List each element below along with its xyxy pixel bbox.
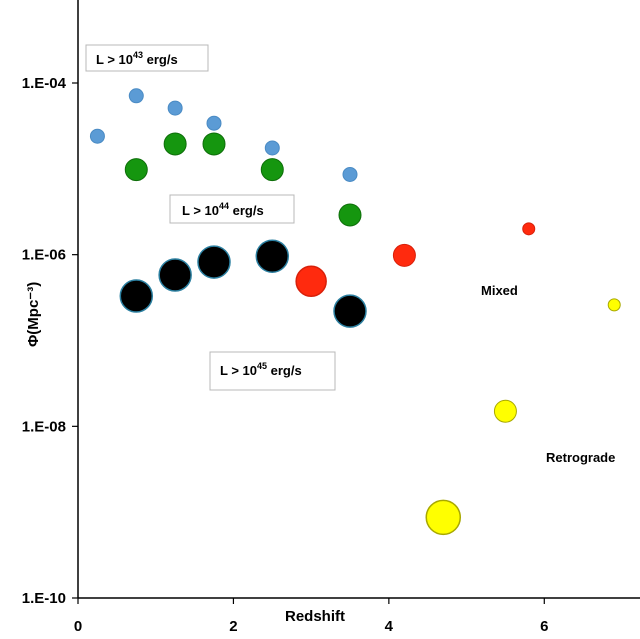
x-tick-label-0: 0 — [74, 618, 82, 635]
data-points — [89, 88, 621, 536]
y-tick-label-0: 1.E-04 — [22, 75, 67, 92]
data-point-s1-0 — [124, 158, 148, 182]
data-point-s8-0 — [425, 499, 462, 536]
y-tick-label-2: 1.E-08 — [22, 418, 66, 435]
x-tick-label-1: 2 — [229, 618, 237, 635]
data-point-s2-2 — [197, 245, 231, 279]
y-axis-label: Φ(Mpc⁻³) — [25, 282, 42, 347]
data-point-s1-2 — [202, 132, 226, 156]
annotation-lum45: L > 1045 erg/s — [209, 351, 336, 391]
data-point-s3-0 — [295, 265, 327, 298]
y-tick-label-1: 1.E-06 — [22, 247, 66, 264]
y-tick-label-3: 1.E-10 — [22, 590, 66, 607]
data-point-s0-4 — [264, 140, 280, 156]
annotation-mixed: Mixed — [481, 283, 518, 298]
annotation-retrograde: Retrograde — [546, 450, 615, 465]
annotation-lum44-box — [169, 194, 295, 224]
data-point-s2-3 — [255, 239, 290, 273]
axes — [77, 0, 640, 599]
x-tick-label-3: 6 — [540, 618, 548, 635]
annotation-lum44-text: L > 1044 erg/s — [182, 201, 264, 218]
data-point-s0-0 — [89, 128, 105, 144]
annotation-lum43: L > 1043 erg/s — [85, 44, 209, 72]
data-point-s1-1 — [163, 132, 187, 156]
x-axis-label: Redshift — [285, 608, 345, 625]
data-point-s6-0 — [607, 298, 621, 312]
data-point-s2-0 — [119, 279, 154, 313]
data-point-s2-1 — [158, 258, 192, 292]
data-point-s5-0 — [522, 222, 536, 236]
annotation-lum43-box — [85, 44, 209, 72]
data-point-s4-0 — [392, 243, 416, 267]
annotation-lum45-text: L > 1045 erg/s — [220, 361, 302, 378]
ticks — [72, 82, 545, 604]
x-tick-label-2: 4 — [385, 618, 394, 635]
annotation-lum44: L > 1044 erg/s — [169, 194, 295, 224]
data-point-s1-3 — [260, 158, 284, 182]
data-point-s0-1 — [128, 88, 144, 104]
annotation-lum45-box — [209, 351, 336, 391]
data-point-s7-0 — [493, 399, 517, 423]
data-point-s0-3 — [206, 115, 222, 131]
annotation-lum43-text: L > 1043 erg/s — [96, 50, 178, 67]
data-point-s1-4 — [338, 203, 362, 227]
data-point-s0-2 — [167, 100, 183, 116]
data-point-s2-4 — [333, 294, 367, 328]
tick-labels: 0 2 4 6 1.E-04 1.E-06 1.E-08 1.E-10 — [22, 75, 549, 635]
data-point-s0-5 — [342, 166, 358, 182]
